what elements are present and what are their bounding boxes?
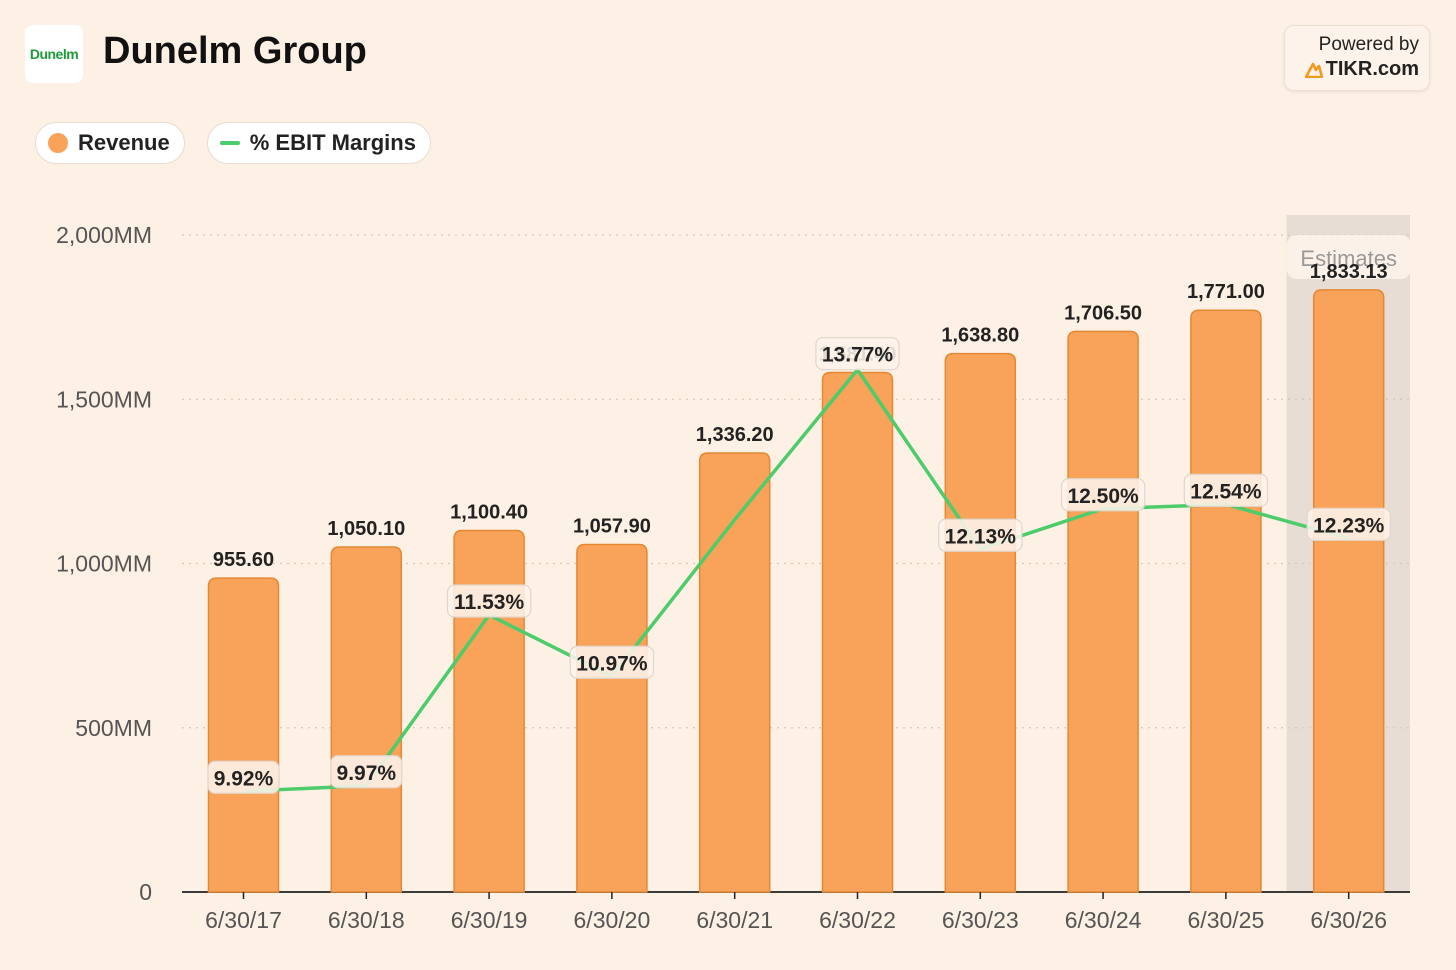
revenue-bar bbox=[576, 543, 648, 893]
x-tick-label: 6/30/22 bbox=[819, 907, 896, 933]
x-tick-label: 6/30/25 bbox=[1188, 907, 1265, 933]
company-logo: Dunelm bbox=[25, 25, 83, 83]
revenue-bar bbox=[698, 452, 771, 893]
line-swatch-icon bbox=[219, 141, 240, 145]
legend-ebit-margins[interactable]: % EBIT Margins bbox=[206, 122, 431, 164]
margin-label-box bbox=[938, 518, 1023, 552]
margin-label-box bbox=[815, 337, 900, 371]
brand-line: TIKR.com bbox=[1285, 58, 1419, 81]
revenue-bar bbox=[330, 546, 403, 893]
x-tick-label: 6/30/23 bbox=[942, 907, 1019, 933]
revenue-value-label: 1,833.13 bbox=[1310, 261, 1388, 283]
margin-label-box bbox=[569, 645, 655, 679]
margin-value-label: 9.92% bbox=[214, 767, 274, 790]
revenue-value-label: 1,638.80 bbox=[941, 325, 1019, 347]
revenue-value-label: 1,100.40 bbox=[450, 502, 528, 524]
x-tick-label: 6/30/26 bbox=[1310, 907, 1387, 933]
legend-revenue-label: Revenue bbox=[78, 130, 170, 155]
revenue-bar bbox=[944, 352, 1017, 893]
x-tick-label: 6/30/20 bbox=[574, 907, 651, 933]
margin-value-label: 13.77% bbox=[822, 344, 894, 367]
revenue-dot-icon bbox=[48, 133, 68, 153]
margin-value-label: 9.97% bbox=[337, 762, 397, 785]
margin-value-label: 10.97% bbox=[576, 652, 648, 675]
margin-label-box bbox=[330, 755, 403, 789]
powered-by-label: Powered by bbox=[1318, 34, 1419, 55]
legend-revenue[interactable]: Revenue bbox=[35, 122, 185, 164]
y-tick-label: 2,000MM bbox=[56, 222, 152, 248]
x-tick-label: 6/30/21 bbox=[696, 907, 773, 933]
revenue-value-label: 955.60 bbox=[213, 549, 274, 571]
x-tick-label: 6/30/19 bbox=[451, 907, 528, 933]
margin-value-label: 12.50% bbox=[1067, 485, 1139, 508]
margin-label-box bbox=[1306, 507, 1391, 541]
y-tick-label: 500MM bbox=[75, 715, 152, 741]
x-tick-label: 6/30/17 bbox=[205, 907, 282, 933]
margin-value-label: 12.13% bbox=[945, 525, 1017, 548]
revenue-value-label: 1,771.00 bbox=[1187, 281, 1265, 303]
chart-legend: Revenue % EBIT Margins bbox=[35, 122, 431, 164]
revenue-bar bbox=[453, 529, 525, 893]
brand-name: TIKR.com bbox=[1325, 58, 1419, 80]
revenue-value-label: 1,057.90 bbox=[573, 515, 651, 537]
revenue-bar bbox=[207, 577, 280, 893]
margin-label-box bbox=[1060, 478, 1146, 512]
legend-ebit-label: % EBIT Margins bbox=[249, 130, 416, 155]
estimates-tag-label: Estimates bbox=[1300, 246, 1397, 271]
y-tick-label: 1,500MM bbox=[56, 386, 152, 412]
x-tick-label: 6/30/18 bbox=[328, 907, 405, 933]
page-title: Dunelm Group bbox=[103, 30, 367, 72]
y-tick-label: 0 bbox=[139, 879, 152, 905]
margin-label-box bbox=[1183, 473, 1269, 507]
revenue-value-label: 1,706.50 bbox=[1064, 302, 1142, 324]
margin-value-label: 12.23% bbox=[1313, 514, 1385, 537]
revenue-bar bbox=[1067, 330, 1139, 893]
estimates-tag-bg bbox=[1286, 235, 1411, 279]
revenue-bar bbox=[1190, 309, 1262, 893]
tikr-logo-icon bbox=[1304, 62, 1323, 78]
revenue-value-label: 1,336.20 bbox=[696, 424, 774, 446]
revenue-value-label: 1,050.10 bbox=[327, 518, 405, 540]
margin-label-box bbox=[446, 584, 532, 618]
ebit-margin-line bbox=[243, 367, 1350, 794]
margin-label-box bbox=[207, 760, 280, 794]
powered-by-badge[interactable]: Powered by TIKR.com bbox=[1284, 25, 1430, 91]
y-tick-label: 1,000MM bbox=[56, 551, 152, 577]
x-tick-label: 6/30/24 bbox=[1065, 907, 1142, 933]
margin-value-label: 11.53% bbox=[454, 591, 524, 614]
margin-value-label: 12.54% bbox=[1190, 480, 1262, 503]
company-logo-text: Dunelm bbox=[29, 46, 79, 62]
revenue-bar bbox=[821, 371, 894, 893]
revenue-bar bbox=[1312, 289, 1385, 893]
